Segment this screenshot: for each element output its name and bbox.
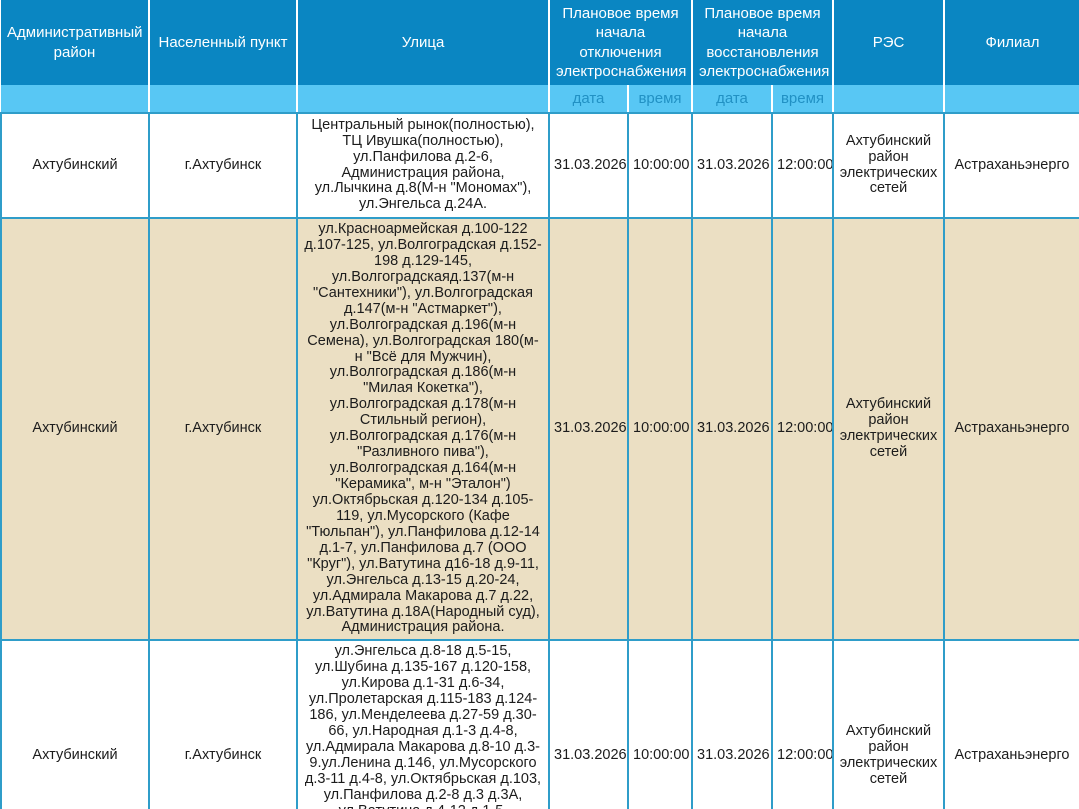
table-row: Ахтубинский г.Ахтубинск ул.Энгельса д.8-…: [0, 639, 1079, 809]
cell-outage-time: 10:00:00: [627, 112, 693, 219]
col-header-branch: Филиал: [944, 0, 1079, 85]
cell-branch: Астраханьэнерго: [943, 112, 1079, 219]
cell-restore-date: 31.03.2026: [691, 216, 773, 642]
cell-res: Ахтубинский район электрических сетей: [832, 216, 945, 642]
header-row: Административный район Населенный пункт …: [1, 0, 1079, 85]
cell-res: Ахтубинский район электрических сетей: [832, 112, 945, 219]
subheader-restore-date: дата: [692, 85, 773, 114]
subheader-empty-branch: [944, 85, 1079, 114]
cell-outage-date: 31.03.2026: [548, 112, 629, 219]
subheader-restore-time: время: [772, 85, 834, 114]
cell-outage-date: 31.03.2026: [548, 216, 629, 642]
cell-settlement: г.Ахтубинск: [148, 216, 298, 642]
table-row: Ахтубинский г.Ахтубинск ул.Красноармейск…: [0, 216, 1079, 642]
cell-street: Центральный рынок(полностью), ТЦ Ивушка(…: [296, 112, 550, 219]
col-header-outage-start: Плановое время начала отключения электро…: [549, 0, 693, 85]
cell-admin-district: Ахтубинский: [0, 112, 150, 219]
subheader-outage-time: время: [628, 85, 693, 114]
cell-admin-district: Ахтубинский: [0, 639, 150, 809]
cell-restore-time: 12:00:00: [771, 639, 834, 809]
subheader-empty-settlement: [149, 85, 298, 114]
cell-res: Ахтубинский район электрических сетей: [832, 639, 945, 809]
cell-restore-time: 12:00:00: [771, 112, 834, 219]
cell-branch: Астраханьэнерго: [943, 639, 1079, 809]
subheader-empty-street: [297, 85, 550, 114]
cell-settlement: г.Ахтубинск: [148, 112, 298, 219]
subheader-row: дата время дата время: [1, 85, 1079, 114]
cell-outage-date: 31.03.2026: [548, 639, 629, 809]
cell-street: ул.Энгельса д.8-18 д.5-15, ул.Шубина д.1…: [296, 639, 550, 809]
subheader-empty-admin-district: [1, 85, 150, 114]
cell-outage-time: 10:00:00: [627, 216, 693, 642]
cell-outage-time: 10:00:00: [627, 639, 693, 809]
col-header-settlement: Населенный пункт: [149, 0, 298, 85]
subheader-outage-date: дата: [549, 85, 629, 114]
col-header-street: Улица: [297, 0, 550, 85]
col-header-restore-start: Плановое время начала восстановления эле…: [692, 0, 834, 85]
col-header-res: РЭС: [833, 0, 945, 85]
cell-street: ул.Красноармейская д.100-122 д.107-125, …: [296, 216, 550, 642]
col-header-admin-district: Административный район: [1, 0, 150, 85]
cell-branch: Астраханьэнерго: [943, 216, 1079, 642]
table-row: Ахтубинский г.Ахтубинск Центральный рыно…: [0, 112, 1079, 219]
cell-restore-date: 31.03.2026: [691, 112, 773, 219]
cell-restore-date: 31.03.2026: [691, 639, 773, 809]
cell-settlement: г.Ахтубинск: [148, 639, 298, 809]
cell-restore-time: 12:00:00: [771, 216, 834, 642]
cell-admin-district: Ахтубинский: [0, 216, 150, 642]
subheader-empty-res: [833, 85, 945, 114]
